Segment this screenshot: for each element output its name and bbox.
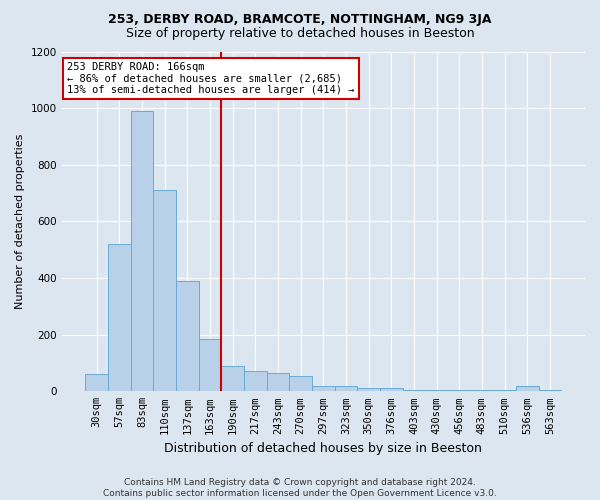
- Bar: [108, 244, 131, 392]
- Text: Size of property relative to detached houses in Beeston: Size of property relative to detached ho…: [125, 28, 475, 40]
- X-axis label: Distribution of detached houses by size in Beeston: Distribution of detached houses by size …: [164, 442, 482, 455]
- Bar: [221, 366, 244, 392]
- Bar: [516, 386, 539, 392]
- Bar: [154, 190, 176, 392]
- Y-axis label: Number of detached properties: Number of detached properties: [15, 134, 25, 309]
- Bar: [131, 111, 154, 392]
- Bar: [403, 390, 425, 392]
- Bar: [266, 373, 289, 392]
- Bar: [448, 390, 470, 392]
- Bar: [470, 390, 493, 392]
- Bar: [493, 390, 516, 392]
- Bar: [425, 390, 448, 392]
- Bar: [539, 390, 561, 392]
- Bar: [176, 281, 199, 392]
- Bar: [244, 372, 266, 392]
- Text: 253 DERBY ROAD: 166sqm
← 86% of detached houses are smaller (2,685)
13% of semi-: 253 DERBY ROAD: 166sqm ← 86% of detached…: [67, 62, 355, 95]
- Bar: [312, 386, 335, 392]
- Bar: [380, 388, 403, 392]
- Bar: [289, 376, 312, 392]
- Bar: [199, 339, 221, 392]
- Bar: [85, 374, 108, 392]
- Bar: [335, 386, 358, 392]
- Text: 253, DERBY ROAD, BRAMCOTE, NOTTINGHAM, NG9 3JA: 253, DERBY ROAD, BRAMCOTE, NOTTINGHAM, N…: [108, 12, 492, 26]
- Bar: [358, 388, 380, 392]
- Text: Contains HM Land Registry data © Crown copyright and database right 2024.
Contai: Contains HM Land Registry data © Crown c…: [103, 478, 497, 498]
